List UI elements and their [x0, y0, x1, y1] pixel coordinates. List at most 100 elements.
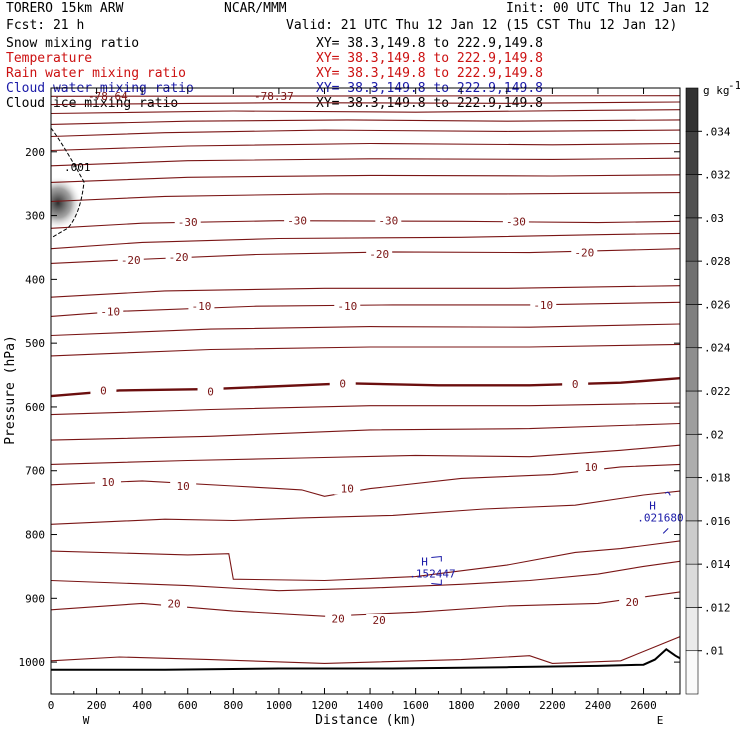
plot-frame — [50, 87, 681, 695]
contour-label: -30 — [378, 215, 398, 228]
contour-label-bg — [325, 612, 352, 625]
contour-label: -30 — [178, 216, 198, 229]
init-time: Init: 00 UTC Thu 12 Jan 12 — [506, 1, 710, 16]
temperature-contour-1 — [51, 101, 680, 106]
colorbar-label: .012 — [704, 601, 731, 614]
colorbar-label: .026 — [704, 298, 731, 311]
contour-label-bg — [165, 251, 192, 264]
terrain-line — [51, 648, 680, 671]
contour-label: -10 — [100, 305, 120, 318]
colorbar-label: .034 — [704, 125, 731, 138]
temperature-contour-18 — [51, 422, 680, 441]
contour-label-bg — [530, 298, 557, 311]
model-title: TORERO 15km ARW — [6, 1, 124, 16]
colorbar-unit-exponent: -1 — [728, 79, 740, 92]
contour-label: -10 — [337, 300, 357, 313]
y-tick-label: 200 — [25, 146, 45, 159]
temperature-contour-17 — [51, 402, 680, 416]
contour-label-bg — [366, 247, 393, 260]
snow-shading — [51, 176, 82, 230]
cloud-water-contour — [664, 491, 671, 496]
y-tick-label: 700 — [25, 465, 45, 478]
colorbar-segment — [685, 390, 699, 435]
y-tick-label: 1000 — [19, 656, 46, 669]
colorbar-label: .032 — [704, 169, 731, 182]
contour-label: 10 — [177, 480, 190, 493]
contour-label-bg — [174, 215, 201, 228]
colorbar-segment — [685, 563, 699, 608]
temperature-contour-7 — [51, 174, 680, 183]
forecast-hour: Fcst: 21 h — [6, 18, 84, 33]
temperature-contour-12 — [51, 285, 680, 298]
y-tick-label: 600 — [25, 401, 45, 414]
cloud-water-contour — [431, 555, 442, 562]
temperature-contour-5 — [51, 142, 680, 152]
temperature-contour-8 — [51, 192, 680, 203]
x-axis-label: Distance (km) — [315, 713, 417, 728]
contour-label-bg — [562, 377, 589, 390]
field-xy-2: XY= 38.3,149.8 to 222.9,149.8 — [316, 66, 543, 81]
contour-label-bg — [284, 214, 311, 227]
colorbar-segment — [685, 607, 699, 652]
contour-label-bg — [578, 460, 605, 473]
x-tick-label: 2000 — [494, 699, 521, 712]
contour-label: -30 — [506, 215, 526, 228]
temperature-contour-0 — [51, 95, 680, 97]
colorbar-segment — [685, 304, 699, 349]
y-axis-label: Pressure (hPa) — [3, 335, 18, 445]
plot-area: -30 -30 -30 -30 -20 -20 -20 -20 -10 -10 -10 -10 0 0 0 0… — [3, 87, 684, 728]
contour-label-bg — [188, 300, 215, 313]
x-tick-label: 1400 — [357, 699, 384, 712]
x-tick-label: 2600 — [630, 699, 657, 712]
colorbar-label: .03 — [704, 212, 724, 225]
org-title: NCAR/MMM — [224, 1, 287, 16]
contour-label: 20 — [626, 596, 639, 609]
y-tick-label: 400 — [25, 273, 45, 286]
colorbar-label: .022 — [704, 385, 731, 398]
colorbar-segment — [685, 174, 699, 219]
contour-label: 20 — [373, 614, 386, 627]
contour-label: -20 — [121, 254, 141, 267]
contour-label-bg — [161, 597, 188, 610]
colorbar-segment — [685, 217, 699, 262]
x-tick-label: 400 — [132, 699, 152, 712]
temperature-contour-3 — [51, 119, 680, 125]
colorbar-unit: g kg — [703, 84, 730, 97]
contour-label-bg — [90, 384, 117, 397]
snow-contour — [51, 127, 85, 239]
temperature-contour-13 — [51, 301, 680, 317]
x-tick-label: 200 — [87, 699, 107, 712]
contour-label: 0 — [207, 386, 214, 399]
field-name-1: Temperature — [6, 51, 92, 66]
cloud-water-max-value: .021680 — [637, 511, 683, 524]
x-tick-label: 2400 — [585, 699, 612, 712]
temperature-contour-23 — [51, 560, 680, 592]
y-tick-label: 900 — [25, 592, 45, 605]
colorbar-label: .024 — [704, 342, 731, 355]
contour-label: 0 — [572, 378, 579, 391]
contour-label: 10 — [101, 476, 114, 489]
temperature-contour-9 — [51, 220, 680, 229]
temperature-contours — [51, 95, 680, 664]
colorbar-segment — [685, 433, 699, 478]
y-tick-label: 300 — [25, 210, 45, 223]
cloud-water-contours — [431, 491, 671, 586]
contour-label-bg — [197, 385, 224, 398]
colorbar-label: .02 — [704, 428, 724, 441]
temperature-contour-10 — [51, 232, 680, 250]
contour-label: -20 — [169, 251, 189, 264]
cloud-water-contour — [662, 528, 669, 534]
contour-label: -10 — [533, 299, 553, 312]
contour-labels: -30 -30 -30 -30 -20 -20 -20 -20 -10 -10 -10 -10 0 0 0 0… — [64, 90, 684, 627]
field-name-0: Snow mixing ratio — [6, 36, 139, 51]
field-name-4: Cloud ice mixing ratio — [6, 96, 178, 111]
temperature-contour-4 — [51, 129, 680, 138]
x-tick-label: 2200 — [539, 699, 566, 712]
contour-label-bg — [97, 305, 124, 318]
x-tick-label: 1800 — [448, 699, 475, 712]
colorbar-segment — [685, 260, 699, 305]
temperature-contour-16 — [51, 377, 680, 398]
temperature-contour-14 — [51, 323, 680, 337]
